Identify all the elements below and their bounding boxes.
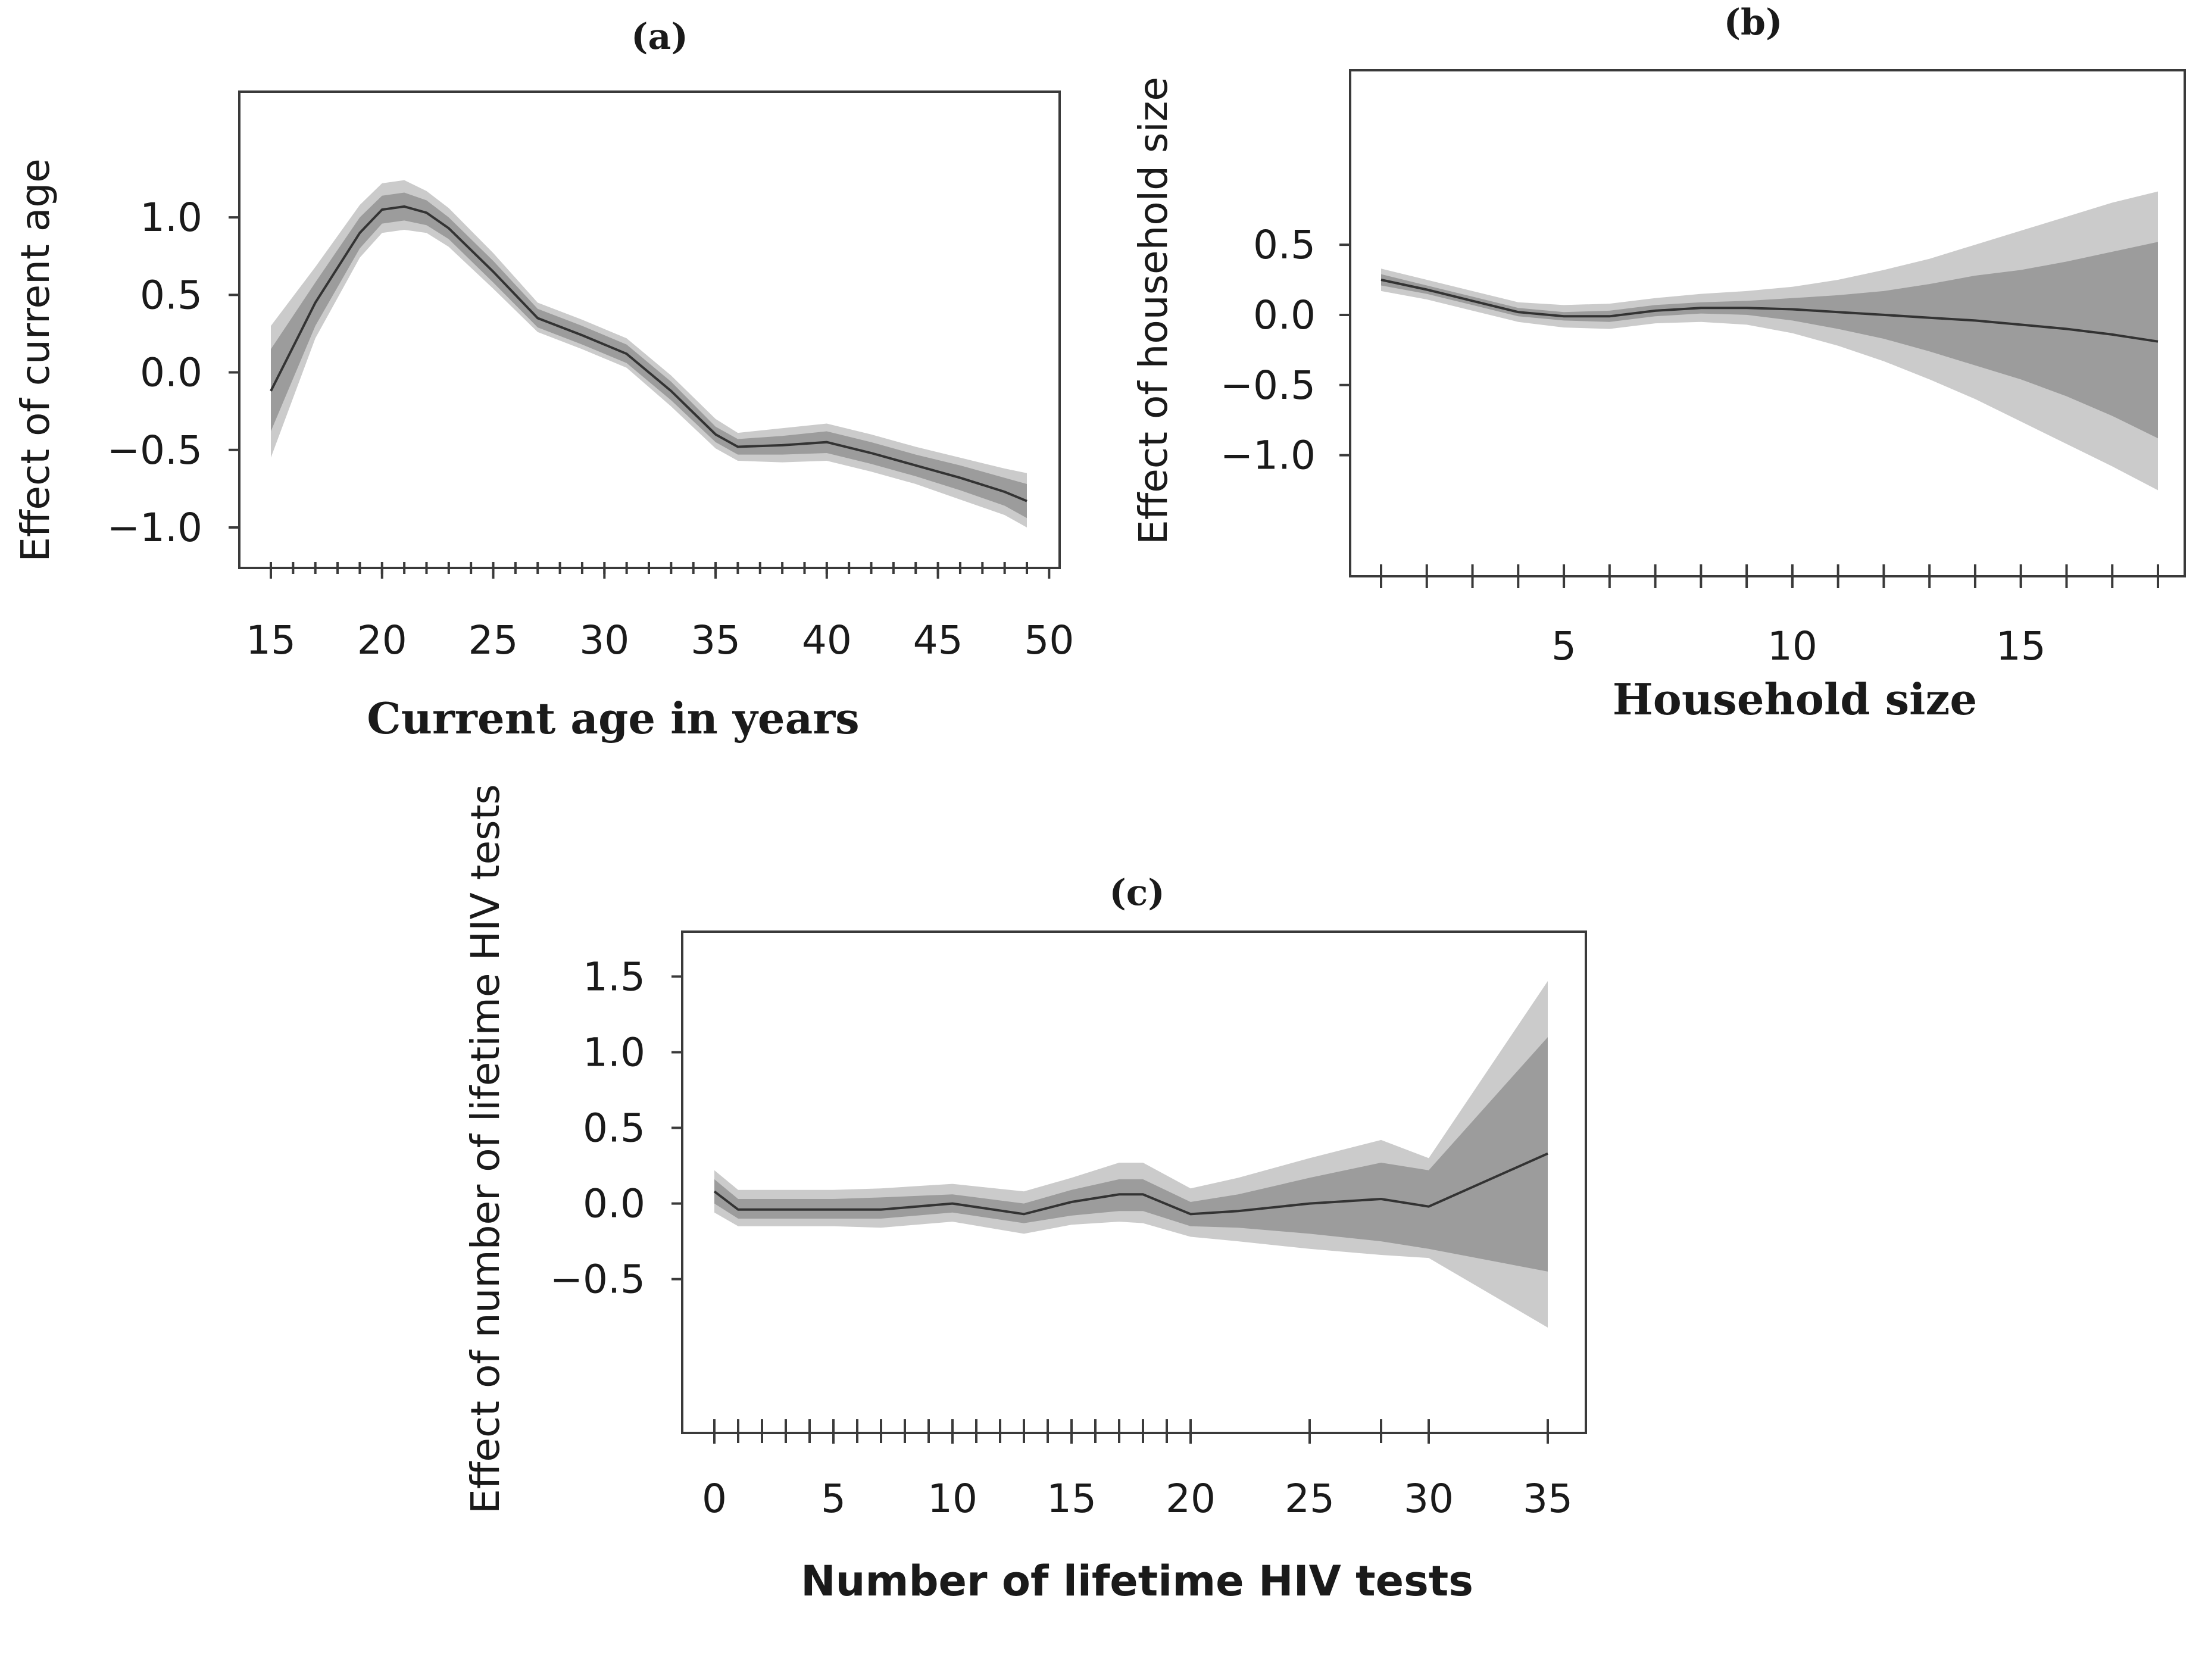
panel-a: (a) 15 20 25 30 35 40 45 50 1.0 0.5 0.0 −0.5 −1.0 C… (13, 16, 1074, 744)
panel-c-x-tick-label: 25 (1285, 1476, 1335, 1522)
panel-b-xlabel: Household size (1613, 674, 1977, 725)
panel-c-outer-band (714, 981, 1548, 1328)
panel-a-y-axis: 1.0 0.5 0.0 −0.5 −1.0 (107, 163, 240, 551)
panel-c: (c) 0 5 10 15 20 25 30 35 1.5 1.0 0.5 0.0 −0.5 Numb… (463, 784, 1587, 1606)
panel-a-x-axis: 15 20 25 30 35 40 45 50 (246, 567, 1074, 663)
panel-c-x-tick-label: 35 (1523, 1476, 1573, 1522)
panel-a-y-tick-label: 1.0 (140, 195, 202, 241)
panel-b-inner-band (1381, 242, 2158, 439)
panel-c-y-tick-label: 1.0 (583, 1029, 645, 1075)
panel-a-frame (238, 90, 1061, 569)
panel-a-x-tick-label: 45 (913, 617, 963, 663)
panel-c-y-tick-label: 0.0 (583, 1181, 645, 1227)
panel-b-title: (b) (1724, 2, 1783, 43)
panel-a-xlabel: Current age in years (367, 693, 859, 744)
panel-c-x-tick-label: 30 (1404, 1476, 1454, 1522)
panel-b-x-tick-label: 5 (1551, 623, 1576, 669)
panel-a-y-tick-label: 0.0 (140, 350, 202, 396)
panel-b-y-tick-label: −0.5 (1220, 363, 1316, 408)
panel-c-y-tick-label: 1.5 (583, 954, 645, 1000)
panel-a-x-tick-label: 25 (468, 617, 519, 663)
panel-a-x-tick-label: 20 (357, 617, 407, 663)
panel-a-inner-band (271, 192, 1027, 519)
panel-c-x-tick-label: 5 (821, 1476, 846, 1522)
panel-c-title: (c) (1109, 872, 1164, 914)
panel-c-xlabel: Number of lifetime HIV tests (801, 1557, 1473, 1606)
panel-c-y-tick-label: −0.5 (550, 1257, 645, 1303)
panel-a-bands (270, 180, 1027, 528)
panel-b-y-axis: 0.5 0.0 −0.5 −1.0 (1220, 177, 1351, 500)
panel-a-x-tick-label: 30 (579, 617, 629, 663)
panel-b-x-tick-label: 10 (1767, 623, 1817, 669)
panel-c-y-axis: 1.5 1.0 0.5 0.0 −0.5 (550, 954, 683, 1347)
panel-b: (b) 5 10 15 0.50.0−0.5−1.0 Household size … (1130, 2, 2186, 725)
panel-b-bands (1380, 191, 2159, 491)
panel-b-x-axis: 5 10 15 (1551, 575, 2046, 669)
panel-c-x-axis: 0 5 10 15 20 25 30 35 (702, 1432, 1573, 1522)
panel-c-bands (713, 981, 1548, 1328)
panel-a-fit-line (270, 205, 1027, 502)
panel-c-x-tick-label: 0 (702, 1476, 727, 1522)
panel-c-ylabel: Effect of number of lifetime HIV tests (463, 784, 508, 1514)
panel-b-ylabel: Effect of household size (1130, 77, 1176, 545)
panel-a-x-tick-label: 40 (802, 617, 852, 663)
panel-c-fit-line (713, 1152, 1548, 1216)
panel-a-x-tick-label: 35 (691, 617, 741, 663)
panel-b-x-tick-label: 15 (1996, 623, 2046, 669)
panel-b-y-tick-label: 0.0 (1253, 292, 1316, 338)
panel-b-y-tick-label: −1.0 (1220, 433, 1316, 479)
panel-c-rug (713, 1419, 1549, 1443)
panel-c-x-tick-label: 20 (1166, 1476, 1216, 1522)
panel-a-y-tick-label: −1.0 (107, 505, 202, 551)
panel-a-ylabel: Effect of current age (13, 158, 58, 562)
panel-c-x-tick-label: 10 (927, 1476, 977, 1522)
panel-b-y-tick-label: 0.5 (1253, 222, 1316, 268)
panel-b-outer-band (1381, 191, 2158, 491)
panel-c-inner-band (714, 1037, 1548, 1272)
panel-a-title: (a) (631, 16, 688, 58)
panel-b-fit-line (1380, 279, 2159, 343)
panel-c-x-tick-label: 15 (1047, 1476, 1097, 1522)
panel-a-y-tick-label: 0.5 (140, 272, 202, 318)
panel-a-x-tick-label: 50 (1024, 617, 1074, 663)
panel-a-x-tick-label: 15 (246, 617, 296, 663)
panel-c-y-tick-label: 0.5 (583, 1106, 645, 1151)
panel-a-y-tick-label: −0.5 (107, 427, 202, 473)
